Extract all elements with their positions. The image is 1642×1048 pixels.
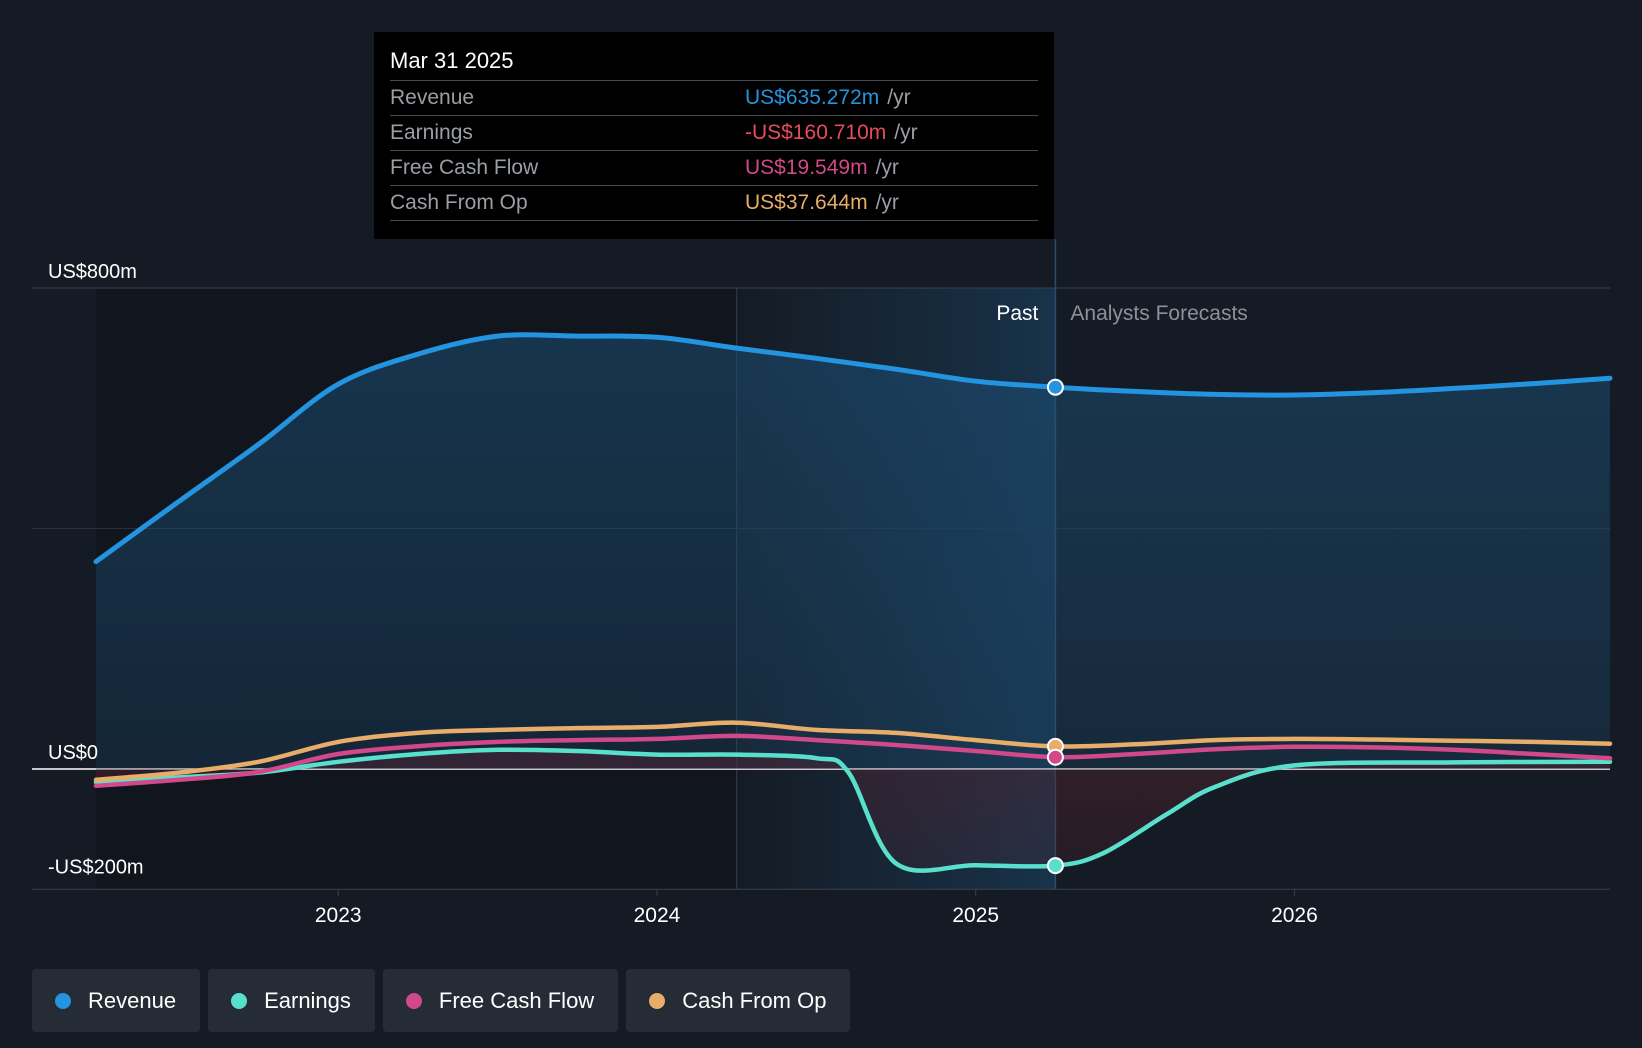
legend-item-cash-from-op[interactable]: Cash From Op — [626, 969, 851, 1032]
legend-label: Revenue — [88, 987, 177, 1013]
revenue-area — [96, 334, 1610, 769]
tooltip-unit: /yr — [887, 86, 911, 109]
tooltip-label: Earnings — [390, 121, 473, 144]
legend: Revenue Earnings Free Cash Flow Cash Fro… — [32, 969, 851, 1032]
forecast-label: Analysts Forecasts — [1070, 302, 1247, 325]
marker-revenue — [1046, 378, 1064, 396]
series-line-revenue — [93, 332, 1613, 565]
series-line-free-cash-flow — [93, 733, 1613, 789]
tooltip-row-revenue: Revenue US$635.272m /yr — [390, 80, 1038, 115]
tooltip: Mar 31 2025 Revenue US$635.272m /yr Earn… — [374, 32, 1054, 239]
tooltip-date: Mar 31 2025 — [390, 48, 514, 73]
x-axis-label: 2024 — [634, 904, 681, 927]
tooltip-label: Revenue — [390, 86, 475, 109]
series-line-cash-from-op — [93, 720, 1613, 783]
tooltip-row-cash-from-op: Cash From Op US$37.644m /yr — [390, 185, 1038, 221]
legend-dot-icon — [405, 992, 422, 1009]
x-axis-label: 2026 — [1271, 904, 1318, 927]
tooltip-unit: /yr — [894, 121, 918, 144]
tooltip-unit: /yr — [875, 191, 899, 214]
tooltip-unit: /yr — [875, 156, 899, 179]
tooltip-value: US$37.644m — [745, 191, 868, 214]
marker-free-cash-flow — [1046, 748, 1064, 766]
x-axis-label: 2023 — [315, 904, 362, 927]
past-label: Past — [996, 302, 1038, 325]
legend-label: Cash From Op — [682, 987, 827, 1013]
series-line-earnings — [93, 747, 1613, 873]
tooltip-value: -US$160.710m — [745, 121, 887, 144]
y-axis-label: US$0 — [48, 742, 98, 764]
marker-earnings — [1046, 857, 1064, 875]
legend-dot-icon — [649, 992, 666, 1009]
legend-label: Free Cash Flow — [438, 987, 595, 1013]
legend-dot-icon — [55, 992, 71, 1009]
legend-label: Earnings — [264, 987, 351, 1013]
tooltip-label: Cash From Op — [390, 191, 528, 214]
tooltip-label: Free Cash Flow — [390, 156, 539, 179]
tooltip-value: US$635.272m — [745, 86, 880, 109]
y-axis-label: US$800m — [48, 261, 137, 283]
legend-dot-icon — [231, 992, 248, 1009]
legend-item-revenue[interactable]: Revenue — [32, 969, 201, 1032]
tooltip-row-earnings: Earnings -US$160.710m /yr — [390, 115, 1038, 150]
legend-item-free-cash-flow[interactable]: Free Cash Flow — [382, 969, 619, 1032]
legend-item-earnings[interactable]: Earnings — [208, 969, 375, 1032]
tooltip-value: US$19.549m — [745, 156, 868, 179]
tooltip-row-free-cash-flow: Free Cash Flow US$19.549m /yr — [390, 150, 1038, 185]
y-axis-label: -US$200m — [48, 856, 144, 878]
x-axis-label: 2025 — [952, 904, 999, 927]
